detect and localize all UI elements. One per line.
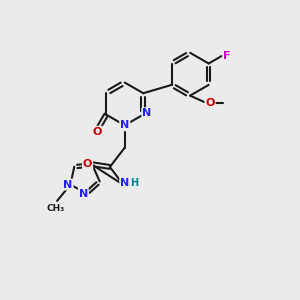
Text: F: F: [223, 51, 231, 61]
Text: H: H: [130, 178, 139, 188]
Text: CH₃: CH₃: [46, 204, 65, 213]
Text: O: O: [206, 98, 215, 108]
Text: O: O: [93, 127, 102, 136]
Text: N: N: [120, 178, 129, 188]
Text: O: O: [83, 159, 92, 169]
Text: N: N: [142, 108, 152, 118]
Text: N: N: [120, 120, 129, 130]
Text: N: N: [64, 179, 73, 190]
Text: N: N: [79, 189, 88, 199]
